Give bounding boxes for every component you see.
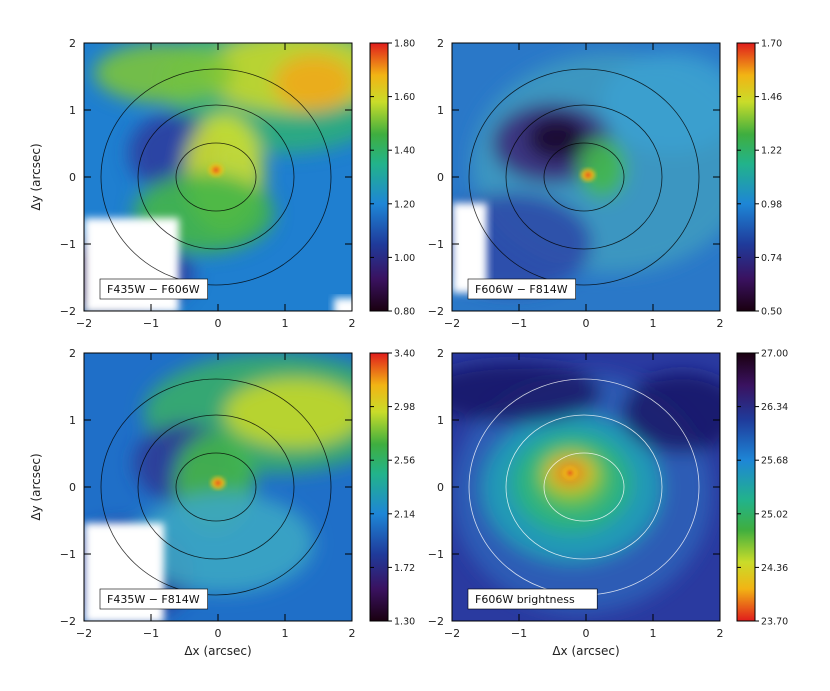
x-tick-label: −2 (444, 317, 460, 330)
y-tick-label: 0 (437, 171, 444, 184)
x-tick-label: 2 (349, 317, 356, 330)
y-tick-label: 2 (69, 347, 76, 360)
colorbar-tick-label: 1.80 (394, 39, 415, 50)
panel-label-box (467, 588, 598, 610)
contour-line (543, 142, 625, 212)
panel-1: −2−2 −1 −1 0 0 1 1 2 2 Δy (arcsec) F435W − F606W 1.… (29, 37, 415, 330)
contour-line (468, 68, 700, 286)
y-tick-label: −2 (428, 305, 444, 318)
colorbar-tick-label: 1.60 (394, 92, 415, 103)
panel-label: F435W − F814W (107, 593, 200, 606)
panel-label-box (99, 588, 208, 610)
y-tick-label: −2 (428, 615, 444, 628)
x-tick-label: −2 (444, 627, 460, 640)
heatmap-image (452, 43, 720, 311)
x-tick-label: −1 (143, 627, 159, 640)
x-tick-label: −1 (143, 317, 159, 330)
colorbar-tick-label: 24.36 (761, 563, 788, 574)
x-tick-label: 0 (583, 317, 590, 330)
colorbar-tick-label: 1.70 (761, 39, 782, 50)
colorbar-tick-label: 25.02 (761, 509, 788, 520)
y-tick-label: −1 (428, 548, 444, 561)
colorbar-tick-label: 0.74 (761, 253, 782, 264)
y-tick-label: −1 (60, 548, 76, 561)
x-tick-label: 0 (583, 627, 590, 640)
colorbar-tick-label: 0.98 (761, 199, 782, 210)
heatmap-image (452, 353, 720, 621)
contour-line (100, 378, 332, 596)
y-tick-label: 2 (437, 347, 444, 360)
colorbar-tick-label: 0.50 (761, 307, 782, 318)
x-tick-label: 1 (650, 627, 657, 640)
colorbar-tick-label: 26.34 (761, 402, 788, 413)
contour-line (175, 142, 257, 212)
y-tick-label: 2 (437, 37, 444, 50)
colorbar (736, 42, 756, 312)
colorbar-tick-label: 1.72 (394, 563, 415, 574)
colorbar-tick-label: 1.30 (394, 617, 415, 628)
panel-label-box (467, 278, 576, 300)
colorbar-tick-label: 1.00 (394, 253, 415, 264)
contour-line (505, 414, 663, 560)
x-tick-label: 2 (349, 627, 356, 640)
panel-4: −2−2 −1 −1 0 0 1 1 2 2 Δx (arcsec) F606W brightnes… (428, 347, 788, 658)
x-tick-label: 0 (215, 627, 222, 640)
colorbar-tick-label: 27.00 (761, 349, 788, 360)
colorbar-tick-label: 1.20 (394, 199, 415, 210)
x-tick-label: −1 (511, 627, 527, 640)
colorbar-tick-label: 2.14 (394, 509, 415, 520)
x-tick-label: 1 (650, 317, 657, 330)
x-tick-label: 1 (282, 317, 289, 330)
x-tick-label: 1 (282, 627, 289, 640)
x-axis-title: Δx (arcsec) (184, 644, 251, 658)
y-tick-label: 0 (69, 171, 76, 184)
panel-2: −2−2 −1 −1 0 0 1 1 2 2 F606W − F814W 1.70 1.46 1.22 0… (428, 37, 782, 330)
y-tick-label: 1 (437, 414, 444, 427)
y-tick-label: −1 (428, 238, 444, 251)
y-tick-label: −1 (60, 238, 76, 251)
panel-3: −2−2 −1 −1 0 0 1 1 2 2 Δy (arcsec) Δx (arcsec) F435… (29, 347, 415, 658)
colorbar-tick-label: 1.22 (761, 146, 782, 157)
colorbar (736, 352, 756, 622)
contour-line (175, 452, 257, 522)
contour-line (137, 414, 295, 560)
contour-line (505, 104, 663, 250)
colorbar-tick-label: 0.80 (394, 307, 415, 318)
heatmap-image (84, 43, 352, 311)
y-tick-label: 0 (437, 481, 444, 494)
y-tick-label: 0 (69, 481, 76, 494)
panel-label: F435W − F606W (107, 283, 200, 296)
y-axis-title: Δy (arcsec) (29, 143, 43, 210)
y-tick-label: −2 (60, 615, 76, 628)
colorbar-tick-label: 2.56 (394, 456, 415, 467)
y-tick-label: 2 (69, 37, 76, 50)
contour-line (137, 104, 295, 250)
y-tick-label: 1 (69, 414, 76, 427)
colorbar-tick-label: 23.70 (761, 617, 788, 628)
y-tick-label: 1 (69, 104, 76, 117)
colorbar (369, 42, 389, 312)
x-tick-label: −2 (76, 627, 92, 640)
x-tick-label: −1 (511, 317, 527, 330)
panel-label: F606W − F814W (475, 283, 568, 296)
x-tick-label: −2 (76, 317, 92, 330)
colorbar-tick-label: 2.98 (394, 402, 415, 413)
contour-line (543, 452, 625, 522)
y-tick-label: −2 (60, 305, 76, 318)
panel-label: F606W brightness (475, 593, 575, 606)
y-tick-label: 1 (437, 104, 444, 117)
colorbar-tick-label: 1.46 (761, 92, 782, 103)
y-axis-title: Δy (arcsec) (29, 453, 43, 520)
x-tick-label: 2 (717, 627, 724, 640)
colorbar (369, 352, 389, 622)
colorbar-tick-label: 1.40 (394, 146, 415, 157)
panel-label-box (99, 278, 208, 300)
x-tick-label: 2 (717, 317, 724, 330)
x-axis-title: Δx (arcsec) (552, 644, 619, 658)
contour-line (100, 68, 332, 286)
colorbar-tick-label: 3.40 (394, 349, 415, 360)
colorbar-tick-label: 25.68 (761, 456, 788, 467)
x-tick-label: 0 (215, 317, 222, 330)
